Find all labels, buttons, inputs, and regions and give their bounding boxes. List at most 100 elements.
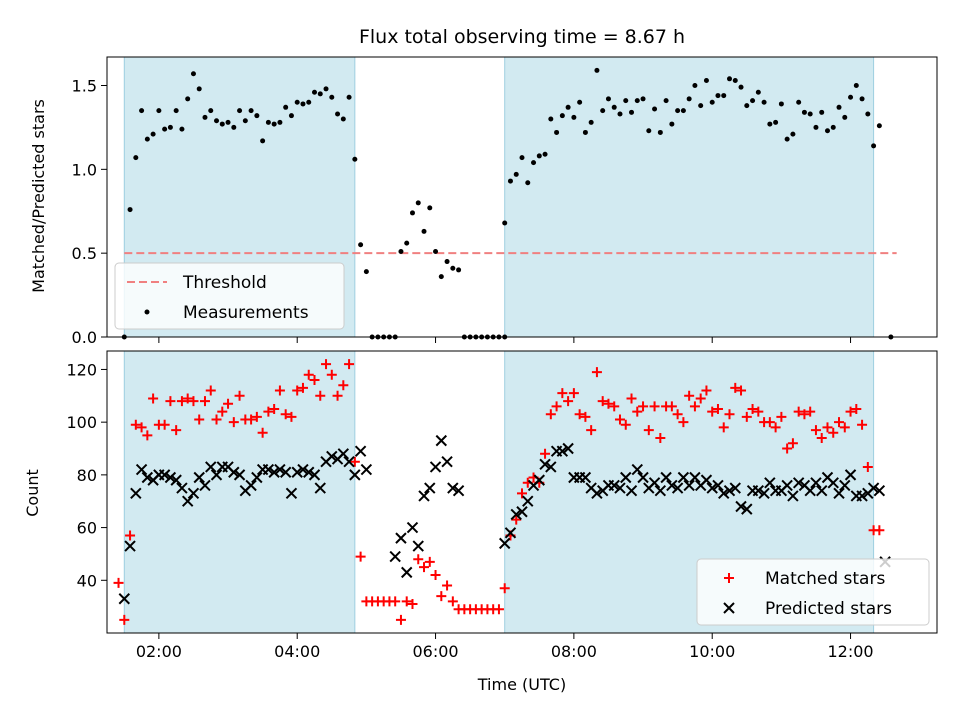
data-point (605, 96, 611, 102)
data-point (845, 406, 856, 417)
data-point (654, 484, 667, 497)
data-point (562, 442, 574, 455)
data-point (874, 525, 885, 536)
data-point (834, 417, 845, 428)
data-point (692, 83, 698, 89)
data-point (582, 129, 588, 135)
data-point (824, 128, 830, 134)
data-point (308, 469, 321, 481)
legend-box (696, 558, 930, 626)
data-point (263, 406, 274, 417)
data-point (335, 111, 341, 117)
data-point (683, 479, 695, 492)
data-point (519, 155, 525, 161)
data-point (237, 108, 243, 114)
data-point (202, 114, 208, 120)
data-point (181, 495, 194, 507)
data-point (732, 77, 738, 83)
data-point (836, 104, 842, 110)
data-point (352, 156, 358, 162)
data-point (706, 482, 718, 494)
data-point (591, 367, 602, 378)
data-point (730, 382, 741, 393)
data-point (652, 106, 658, 112)
data-point (389, 550, 401, 563)
data-point (721, 93, 727, 99)
data-point (401, 596, 412, 607)
data-point (407, 599, 418, 610)
data-point (271, 121, 277, 127)
data-point (799, 409, 810, 420)
data-point (199, 396, 210, 407)
data-point (274, 463, 286, 476)
y-tick-label: 120 (66, 360, 97, 379)
data-point (614, 414, 625, 425)
data-point (395, 614, 406, 625)
data-point (337, 448, 350, 460)
data-point (871, 143, 877, 149)
data-point (669, 121, 675, 127)
data-point (429, 461, 442, 473)
legend-box (114, 262, 345, 330)
data-point (517, 488, 527, 499)
data-point (643, 425, 654, 436)
data-point (279, 466, 292, 478)
data-point (781, 479, 793, 492)
data-point (873, 484, 886, 497)
data-point (450, 265, 456, 271)
data-point (842, 114, 848, 120)
data-point (262, 463, 275, 476)
data-point (522, 495, 534, 507)
data-point (666, 479, 678, 492)
data-point (406, 521, 419, 534)
data-point (738, 84, 744, 90)
data-point (297, 382, 308, 393)
data-point (856, 490, 868, 502)
data-point (326, 369, 337, 380)
data-point (857, 419, 868, 430)
data-point (698, 103, 704, 109)
data-point (623, 98, 629, 104)
data-point (531, 160, 537, 166)
data-point (456, 267, 462, 273)
data-point (804, 484, 816, 497)
data-point (139, 108, 145, 114)
data-point (511, 514, 522, 525)
data-point (142, 430, 153, 441)
data-point (844, 469, 857, 481)
data-point (516, 506, 528, 518)
data-point (790, 131, 796, 137)
data-point (750, 98, 756, 104)
shaded-span-1 (504, 57, 874, 337)
data-point (545, 461, 557, 473)
data-point (418, 490, 430, 502)
data-point (211, 414, 222, 425)
data-point (415, 200, 421, 206)
data-point (438, 274, 444, 280)
data-point (741, 411, 752, 422)
data-point (242, 118, 248, 124)
data-point (314, 482, 326, 494)
data-point (127, 207, 133, 213)
data-point (637, 471, 649, 484)
data-point (441, 455, 453, 468)
data-point (343, 455, 355, 468)
data-point (130, 487, 142, 500)
data-point (499, 537, 511, 550)
data-point (548, 116, 554, 122)
data-point (747, 403, 758, 414)
series-matched-stars (113, 359, 885, 625)
plot-frame (106, 350, 938, 634)
data-point (876, 123, 882, 129)
data-point (245, 479, 257, 492)
data-point (545, 409, 556, 420)
data-point (442, 580, 453, 591)
data-point (796, 99, 802, 105)
data-point (646, 128, 652, 134)
data-point (764, 477, 776, 489)
data-point (326, 450, 338, 463)
legend-swatch (144, 309, 150, 315)
data-point (412, 540, 424, 552)
data-point (620, 419, 631, 430)
data-point (228, 466, 240, 478)
